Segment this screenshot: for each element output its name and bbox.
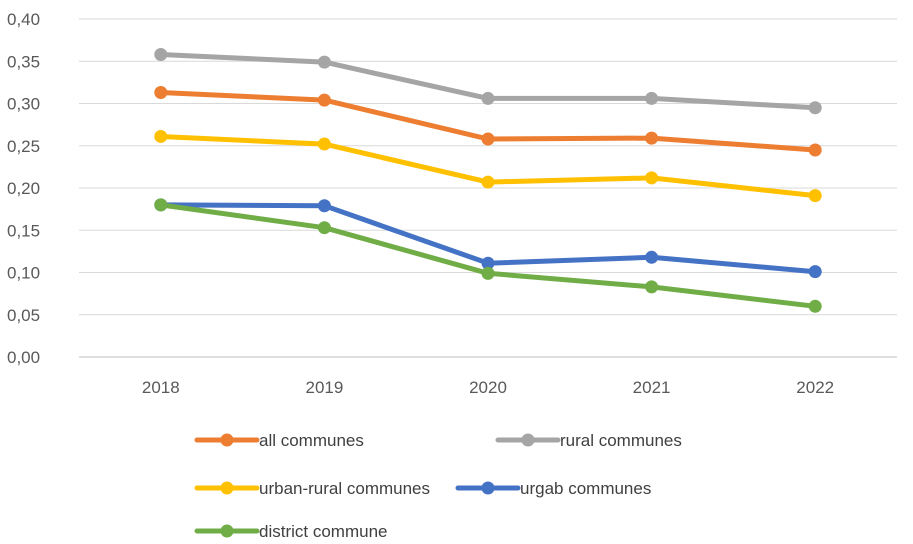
- legend-marker: [220, 433, 234, 447]
- series-line-4: [158, 202, 818, 309]
- data-point: [808, 189, 822, 203]
- data-point: [645, 91, 659, 105]
- data-point: [481, 266, 495, 280]
- x-axis-ticks: 2018 2019 2020 2021 2022: [142, 378, 834, 397]
- data-point: [154, 47, 168, 61]
- y-tick-label: 0,25: [7, 137, 40, 156]
- data-point: [317, 55, 331, 69]
- legend-marker: [220, 524, 234, 538]
- data-point: [154, 198, 168, 212]
- data-point: [481, 132, 495, 146]
- data-point: [317, 93, 331, 107]
- y-tick-label: 0,05: [7, 306, 40, 325]
- y-tick-label: 0,30: [7, 95, 40, 114]
- y-tick-label: 0,15: [7, 221, 40, 240]
- x-tick-label: 2022: [796, 378, 834, 397]
- data-point: [808, 265, 822, 279]
- data-point: [481, 175, 495, 189]
- data-point: [645, 280, 659, 294]
- y-tick-label: 0,20: [7, 179, 40, 198]
- data-point: [481, 256, 495, 270]
- legend-marker: [521, 433, 535, 447]
- data-point: [154, 129, 168, 143]
- y-tick-label: 0,35: [7, 52, 40, 71]
- data-point: [481, 91, 495, 105]
- data-point: [645, 250, 659, 264]
- legend-label: urgab communes: [520, 479, 651, 498]
- legend-label: urban-rural communes: [259, 479, 430, 498]
- legend-label: district commune: [259, 522, 387, 541]
- legend-item: rural communes: [495, 431, 682, 450]
- legend-marker: [220, 481, 234, 495]
- x-tick-label: 2021: [633, 378, 671, 397]
- legend-item: urban-rural communes: [194, 479, 430, 498]
- x-tick-label: 2018: [142, 378, 180, 397]
- data-point: [154, 86, 168, 100]
- x-tick-label: 2020: [469, 378, 507, 397]
- legend-item: district commune: [194, 522, 387, 541]
- data-point: [808, 143, 822, 157]
- data-point: [317, 221, 331, 235]
- y-tick-label: 0,00: [7, 348, 40, 367]
- x-tick-label: 2019: [305, 378, 343, 397]
- series-points: [154, 47, 822, 313]
- legend-label: all communes: [259, 431, 364, 450]
- legend-marker: [481, 481, 495, 495]
- y-tick-label: 0,40: [7, 10, 40, 29]
- y-axis-ticks: 0,00 0,05 0,10 0,15 0,20 0,25 0,30 0,35 0,40: [7, 10, 40, 367]
- data-point: [317, 199, 331, 213]
- data-point: [808, 299, 822, 313]
- legend-label: rural communes: [560, 431, 682, 450]
- data-point: [645, 171, 659, 185]
- data-point: [317, 137, 331, 151]
- data-point: [645, 131, 659, 145]
- legend-item: all communes: [194, 431, 364, 450]
- data-point: [808, 101, 822, 115]
- y-tick-label: 0,10: [7, 264, 40, 283]
- legend: all communes rural communes urban-rural co…: [194, 431, 682, 541]
- legend-item: urgab communes: [455, 479, 651, 498]
